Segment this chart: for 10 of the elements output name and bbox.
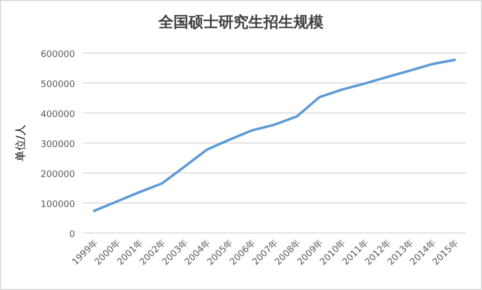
y-tick-label: 0: [69, 230, 76, 240]
y-tick-label: 300000: [40, 140, 76, 150]
y-axis-title: 单位/人: [14, 124, 27, 162]
y-tick-label: 600000: [40, 50, 76, 60]
y-tick-label: 100000: [40, 200, 76, 210]
y-tick-label: 500000: [40, 80, 76, 90]
line-series: [93, 58, 456, 212]
y-tick-label: 200000: [40, 170, 76, 180]
chart-title: 全国硕士研究生招生规模: [158, 13, 324, 31]
y-tick-label: 400000: [40, 110, 76, 120]
